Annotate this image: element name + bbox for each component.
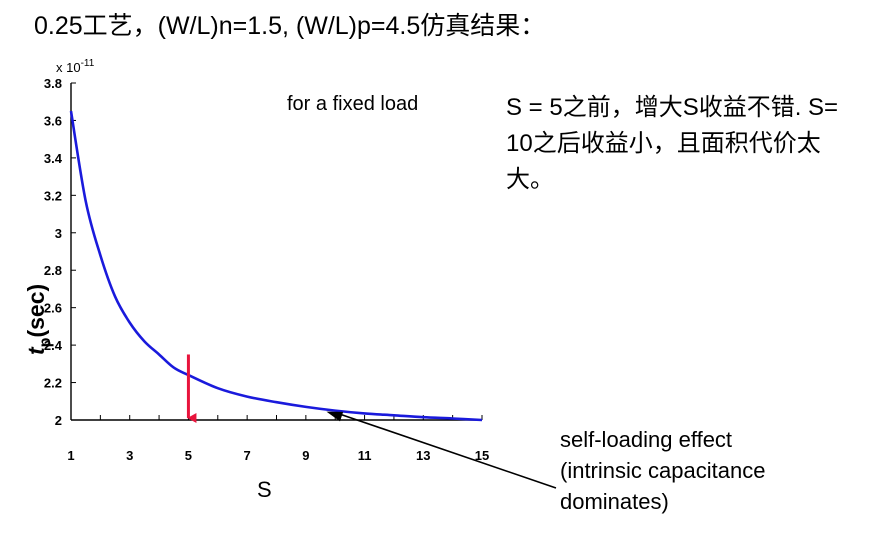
y-tick-label: 2.2 (44, 376, 62, 391)
y-tick-label: 2.4 (44, 338, 63, 353)
inset-label: for a fixed load (287, 93, 418, 115)
observation-note: S = 5之前，增大S收益不错. S= 10之后收益小，且面积代价太大。 (506, 94, 839, 193)
y-tick-label: 2 (55, 413, 62, 428)
y-tick-label: 3.4 (44, 151, 63, 166)
x-tick-label: 3 (126, 448, 133, 463)
x-tick-label: 13 (416, 448, 430, 463)
y-axis-label: tp(sec) (23, 284, 54, 355)
x-tick-label: 1 (67, 448, 74, 463)
tp-series-line (69, 110, 483, 422)
y-tick-label: 3.8 (44, 76, 62, 91)
x-tick-label: 5 (185, 448, 192, 463)
self-loading-annotation: self-loading effect (intrinsic capacitan… (560, 427, 766, 514)
x-tick-label: 11 (358, 448, 372, 463)
y-tick-label: 3 (55, 226, 62, 241)
y-tick-label: 3.6 (44, 113, 62, 128)
x-axis-label: S (257, 477, 272, 502)
callout-arrow (338, 412, 557, 489)
exponent-label: x 10-11 (56, 58, 95, 75)
y-tick-label: 3.2 (44, 188, 62, 203)
y-tick-label: 2.8 (44, 263, 62, 278)
x-tick-label: 9 (302, 448, 309, 463)
x-tick-label: 7 (244, 448, 251, 463)
page-title: 0.25工艺，(W/L)n=1.5, (W/L)p=4.5仿真结果： (34, 12, 546, 40)
y-tick-label: 2.6 (44, 301, 62, 316)
callout-arrowhead (326, 411, 344, 422)
x-tick-label: 15 (475, 448, 489, 463)
